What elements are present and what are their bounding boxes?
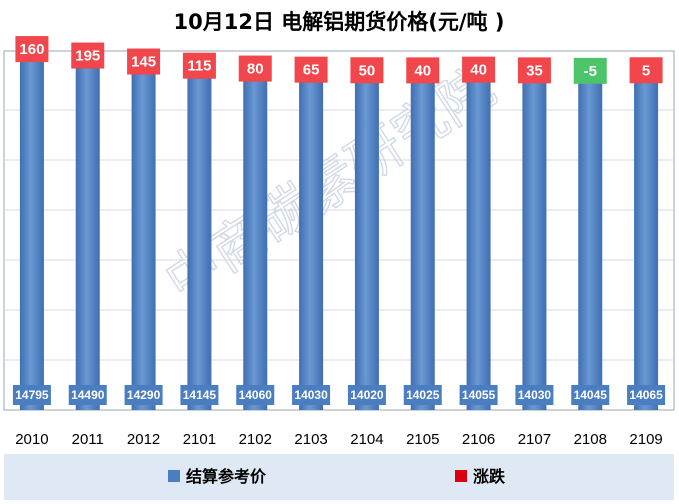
change-labels: 160 195 145 115 80 65 50 40 40 35 -5 5 — [15, 36, 663, 84]
price-label-box-2011 — [68, 385, 107, 405]
price-label-box-2104 — [347, 385, 386, 405]
price-label-2107: 14030 — [518, 388, 552, 402]
change-label-2103: 65 — [303, 62, 320, 79]
chart-title: 10月12日 电解铝期货价格(元/吨 ) — [174, 10, 505, 34]
change-label-2107: 35 — [526, 62, 543, 79]
price-label-box-2102 — [236, 385, 275, 405]
price-label-box-2106 — [459, 385, 498, 405]
bar-price-2107 — [522, 74, 547, 410]
x-tick-2109: 2109 — [629, 431, 662, 448]
x-tick-2012: 2012 — [127, 431, 160, 448]
change-label-2102: 80 — [247, 61, 264, 78]
change-label-2106: 40 — [470, 62, 487, 79]
price-label-box-2101 — [180, 385, 219, 405]
bar-price-2011 — [75, 63, 100, 411]
change-label-2109: 5 — [642, 62, 650, 79]
plot-area: 中商碳素研究院 14795 14490 14290 14145 14060 14030 14… — [3, 36, 675, 411]
change-label-2108: -5 — [584, 63, 597, 80]
bar-price-2012 — [131, 67, 156, 410]
bar-price-2103 — [299, 74, 324, 410]
legend-swatch-price — [168, 470, 180, 482]
price-label-2101: 14145 — [183, 388, 217, 402]
bar-price-2105 — [410, 74, 435, 411]
bar-price-2108 — [578, 73, 603, 411]
change-label-2104: 50 — [359, 62, 376, 79]
change-label-box-2105 — [406, 57, 440, 84]
change-label-box-2103 — [294, 56, 328, 83]
x-tick-2011: 2011 — [72, 431, 104, 448]
bar-price-2104 — [354, 74, 379, 411]
bar-price-2010 — [19, 55, 44, 410]
price-label-2109: 14065 — [629, 388, 663, 402]
price-label-box-2010 — [12, 385, 51, 405]
change-label-2011: 195 — [75, 48, 100, 65]
x-tick-2107: 2107 — [518, 431, 551, 448]
legend: 结算参考价 涨跌 — [4, 454, 674, 500]
legend-background — [4, 454, 674, 500]
x-tick-2108: 2108 — [574, 431, 607, 448]
legend-swatch-change — [455, 470, 467, 482]
price-label-box-2107 — [515, 385, 554, 405]
price-label-2010: 14795 — [15, 388, 49, 402]
change-label-2105: 40 — [414, 62, 431, 79]
legend-label-change: 涨跌 — [473, 467, 506, 486]
x-tick-2106: 2106 — [462, 431, 495, 448]
price-label-2103: 14030 — [294, 388, 328, 402]
price-label-box-2108 — [571, 385, 610, 405]
bars — [19, 52, 659, 411]
price-label-2106: 14055 — [462, 388, 496, 402]
change-label-box-2102 — [238, 55, 272, 82]
grid-lines — [4, 109, 674, 361]
price-label-2102: 14060 — [239, 388, 273, 402]
price-label-2012: 14290 — [127, 388, 161, 402]
change-label-box-2101 — [182, 52, 216, 79]
x-tick-2101: 2101 — [183, 431, 216, 448]
price-label-2108: 14045 — [574, 388, 608, 402]
legend-label-price: 结算参考价 — [185, 467, 267, 486]
price-label-2105: 14025 — [406, 388, 440, 402]
change-label-box-2010 — [15, 36, 49, 63]
x-tick-2105: 2105 — [406, 431, 439, 448]
x-axis-ticks: 2010 2011 2012 2101 2102 2103 2104 2105 2106 2107… — [15, 431, 663, 448]
change-label-box-2011 — [71, 42, 105, 69]
change-label-2010: 160 — [19, 41, 44, 58]
x-tick-2010: 2010 — [15, 431, 48, 448]
price-labels: 14795 14490 14290 14145 14060 14030 14020 14025… — [12, 385, 666, 405]
price-label-box-2103 — [292, 385, 331, 405]
price-label-box-2012 — [124, 385, 163, 405]
change-label-box-2108 — [573, 57, 607, 84]
change-label-box-2107 — [517, 57, 551, 84]
price-label-2104: 14020 — [350, 388, 384, 402]
x-tick-2102: 2102 — [239, 431, 272, 448]
x-tick-2104: 2104 — [350, 431, 383, 448]
change-label-box-2106 — [462, 56, 496, 83]
plot-frame — [3, 50, 675, 411]
change-label-box-2104 — [350, 57, 384, 84]
x-tick-2103: 2103 — [294, 431, 327, 448]
bar-price-2109 — [634, 73, 659, 410]
change-label-box-2109 — [629, 57, 663, 84]
bar-price-2106 — [466, 73, 491, 410]
bar-price-2102 — [243, 73, 268, 411]
price-label-box-2109 — [627, 385, 666, 405]
change-label-box-2012 — [127, 48, 161, 75]
bar-price-2101 — [187, 71, 212, 410]
price-label-box-2105 — [403, 385, 442, 405]
price-label-2011: 14490 — [71, 388, 105, 402]
change-label-2012: 145 — [131, 54, 156, 71]
change-label-2101: 115 — [187, 58, 211, 75]
